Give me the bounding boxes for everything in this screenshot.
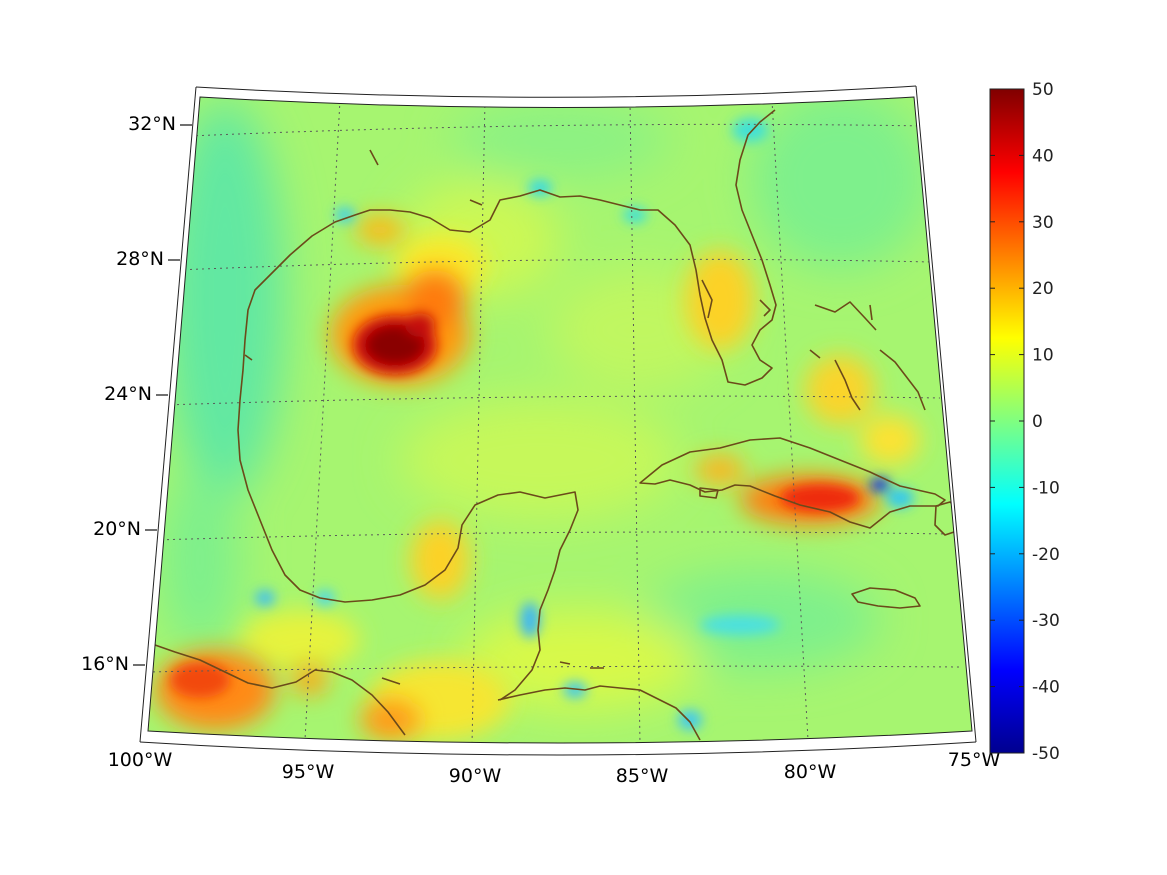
colorbar-tick-label: 0: [1032, 412, 1043, 432]
colorbar-tick-label: 30: [1032, 213, 1054, 233]
lon-label-95: 95°W: [282, 761, 335, 783]
lon-label-75: 75°W: [948, 749, 1001, 771]
lat-label-20: 20°N: [93, 518, 141, 540]
colorbar-tick-label: -20: [1032, 545, 1060, 565]
coastlines: [154, 109, 961, 741]
colorbar-tick-label: 10: [1032, 346, 1054, 366]
map-frame: [147, 96, 973, 744]
lat-label-24: 24°N: [104, 383, 152, 405]
lon-label-100: 100°W: [108, 749, 173, 771]
lon-label-90: 90°W: [449, 765, 502, 787]
colorbar-tick-label: -30: [1032, 611, 1060, 631]
lat-label-32: 32°N: [128, 113, 176, 135]
colorbar-tick-label: 20: [1032, 279, 1054, 299]
colorbar-tick-label: -40: [1032, 678, 1060, 698]
lat-ticks: [133, 124, 192, 666]
graticule: [148, 99, 961, 743]
colorbar-tick-label: 50: [1032, 80, 1054, 100]
anomaly-field: [148, 97, 972, 743]
lon-label-85: 85°W: [616, 765, 669, 787]
lon-label-80: 80°W: [784, 761, 837, 783]
colorbar-tick-label: -50: [1032, 744, 1060, 764]
lat-label-28: 28°N: [116, 248, 164, 270]
colorbar-ticks: 50 40 30 20 10 0 -10 -20 -30 -40 -50: [990, 80, 1060, 764]
colorbar-tick-label: 40: [1032, 146, 1054, 166]
colorbar-tick-label: -10: [1032, 478, 1060, 498]
lat-label-16: 16°N: [81, 653, 129, 675]
map-frame-outer-top: [195, 85, 917, 98]
colorbar: [989, 88, 1025, 754]
